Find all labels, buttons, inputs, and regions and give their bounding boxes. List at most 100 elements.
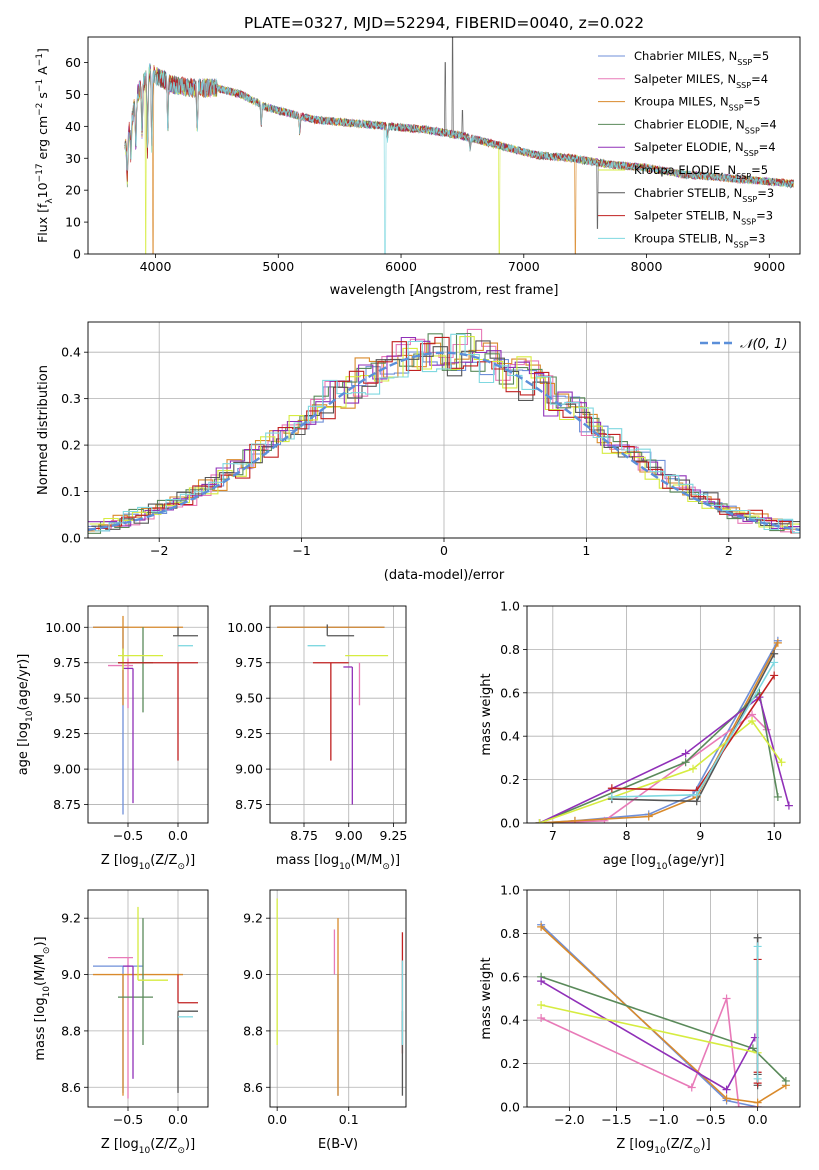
y-tick-label: 0.0 xyxy=(500,816,520,831)
y-tick-label: 9.00 xyxy=(53,762,81,777)
weight-vs-age-grid xyxy=(527,605,800,824)
mass-vs-Z-xlabel: Z [log10(Z/Z⊙)] xyxy=(101,1137,195,1156)
mass-vs-Z-axes: −0.5 0.0 8.6 8.8 9.0 9.2 xyxy=(61,911,188,1127)
weight-marker xyxy=(681,758,690,767)
weight-marker xyxy=(607,792,616,801)
age-vs-Z-xlabel: Z [log10(Z/Z⊙)] xyxy=(101,853,195,872)
legend-label: Chabrier MILES, NSSP=5 xyxy=(634,49,769,67)
x-tick-label: 0.1 xyxy=(339,1112,359,1127)
weight-marker xyxy=(687,1083,696,1092)
age-vs-mass-xlabel: mass [log10(M/M⊙)] xyxy=(276,853,400,872)
y-tick-label: 60 xyxy=(65,55,81,70)
weight-vs-age-series xyxy=(535,636,793,823)
weight-marker xyxy=(537,1014,546,1023)
spectrum-xlabel: wavelength [Angstrom, rest frame] xyxy=(330,283,559,298)
legend-label: Salpeter STELIB, NSSP=3 xyxy=(634,209,773,227)
age-vs-Z-grid xyxy=(88,606,208,823)
weight-marker xyxy=(535,819,544,823)
x-tick-label: −0.5 xyxy=(113,1112,143,1127)
weight-line xyxy=(540,1004,758,1054)
weight-vs-age-frame xyxy=(526,605,801,824)
weight-marker xyxy=(722,1094,731,1103)
histogram-series xyxy=(88,342,797,532)
age-vs-mass-frame xyxy=(269,605,407,824)
spectrum-frame xyxy=(87,36,801,255)
y-tick-label: 8.75 xyxy=(235,797,263,812)
mass-vs-Z-frame xyxy=(87,889,209,1108)
x-tick-label: 0.0 xyxy=(168,1112,188,1127)
spectrum-ylabel: Flux [fλ10−17 erg cm−2 s−1 A−1] xyxy=(35,48,55,243)
mass-vs-ebv-axes: 0.0 0.1 8.6 8.8 9.0 9.2 xyxy=(243,911,359,1127)
x-tick-label: −0.5 xyxy=(113,828,143,843)
weight-marker xyxy=(770,649,779,658)
x-tick-label: 4000 xyxy=(140,259,172,274)
weight-line xyxy=(540,926,787,1104)
age-vs-Z-points xyxy=(93,615,198,815)
mass-vs-ebv-frame xyxy=(269,889,407,1108)
x-tick-label: 6000 xyxy=(385,259,417,274)
spectrum-axes: 4000 5000 6000 7000 8000 9000 0 10 20 30 40 50 60 xyxy=(65,55,785,274)
weight-marker xyxy=(748,717,757,726)
residuals-axes: −2 −1 0 1 2 0.0 0.1 0.2 0.3 0.4 xyxy=(61,345,733,558)
weight-vs-age-xlabel: age [log10(age/yr)] xyxy=(603,853,725,872)
spectrum-legend: Chabrier MILES, NSSP=5 Salpeter MILES, NS… xyxy=(598,49,777,249)
x-tick-label: 5000 xyxy=(262,259,294,274)
weight-marker xyxy=(644,812,653,821)
weight-marker xyxy=(770,671,779,680)
weight-vs-Z-frame xyxy=(526,889,801,1108)
weight-line xyxy=(540,924,758,1107)
legend-label: Salpeter MILES, NSSP=4 xyxy=(634,72,768,90)
x-tick-label: −1.5 xyxy=(601,1112,631,1127)
weight-marker xyxy=(734,1103,743,1107)
y-tick-label: 9.0 xyxy=(243,967,263,982)
y-tick-label: 10.00 xyxy=(227,620,263,635)
figure-title: PLATE=0327, MJD=52294, FIBERID=0040, z=0… xyxy=(244,14,644,32)
x-tick-label: −1.0 xyxy=(648,1112,678,1127)
y-tick-label: 0.0 xyxy=(500,1100,520,1115)
x-tick-label: 0.0 xyxy=(748,1112,768,1127)
y-tick-label: 0.4 xyxy=(500,729,520,744)
age-vs-Z-axes: −0.5 0.0 8.75 9.00 9.25 9.50 9.75 10.00 xyxy=(45,620,188,843)
y-tick-label: 0.3 xyxy=(61,391,81,406)
y-tick-label: 9.0 xyxy=(61,967,81,982)
mass-vs-Z-ylabel: mass [log10(M/M⊙)] xyxy=(33,936,52,1060)
y-tick-label: 8.8 xyxy=(61,1023,81,1038)
y-tick-label: 0.2 xyxy=(500,772,520,787)
y-tick-label: 8.6 xyxy=(61,1080,81,1095)
weight-marker xyxy=(537,977,546,986)
weight-marker xyxy=(753,942,762,951)
weight-marker xyxy=(781,1076,790,1085)
y-tick-label: 0.4 xyxy=(61,345,81,360)
y-tick-label: 9.2 xyxy=(61,911,81,926)
weight-marker xyxy=(681,749,690,758)
weight-marker xyxy=(784,801,793,810)
x-tick-label: 9.25 xyxy=(380,828,408,843)
y-tick-label: 0.1 xyxy=(61,484,81,499)
age-vs-mass-points xyxy=(277,624,389,805)
spectrum-lines xyxy=(124,37,794,254)
y-tick-label: 0.0 xyxy=(61,531,81,546)
weight-marker xyxy=(777,758,786,767)
y-tick-label: 0.2 xyxy=(500,1056,520,1071)
y-tick-label: 0.6 xyxy=(500,969,520,984)
y-tick-label: 0.8 xyxy=(500,642,520,657)
mass-vs-ebv-xlabel: E(B-V) xyxy=(318,1137,358,1152)
y-tick-label: 9.75 xyxy=(53,655,81,670)
weight-line xyxy=(540,980,756,1091)
weight-marker xyxy=(722,1085,731,1094)
histogram-series xyxy=(89,336,800,528)
y-tick-label: 1.0 xyxy=(500,883,520,898)
weight-marker xyxy=(600,816,609,823)
x-tick-label: 8 xyxy=(623,828,631,843)
weight-vs-Z-series xyxy=(537,920,790,1107)
age-vs-mass-axes: 8.75 9.00 9.25 8.75 9.00 9.25 9.50 9.75 10.00 xyxy=(227,620,407,843)
x-tick-label: 10 xyxy=(766,828,782,843)
y-tick-label: 0.4 xyxy=(500,1013,520,1028)
legend-label: Chabrier STELIB, NSSP=3 xyxy=(634,186,774,204)
y-tick-label: 50 xyxy=(65,87,81,102)
x-tick-label: 0.0 xyxy=(267,1112,287,1127)
weight-marker xyxy=(570,816,579,823)
x-tick-label: −1 xyxy=(292,543,310,558)
age-vs-mass-grid xyxy=(270,606,406,823)
y-tick-label: 40 xyxy=(65,119,81,134)
